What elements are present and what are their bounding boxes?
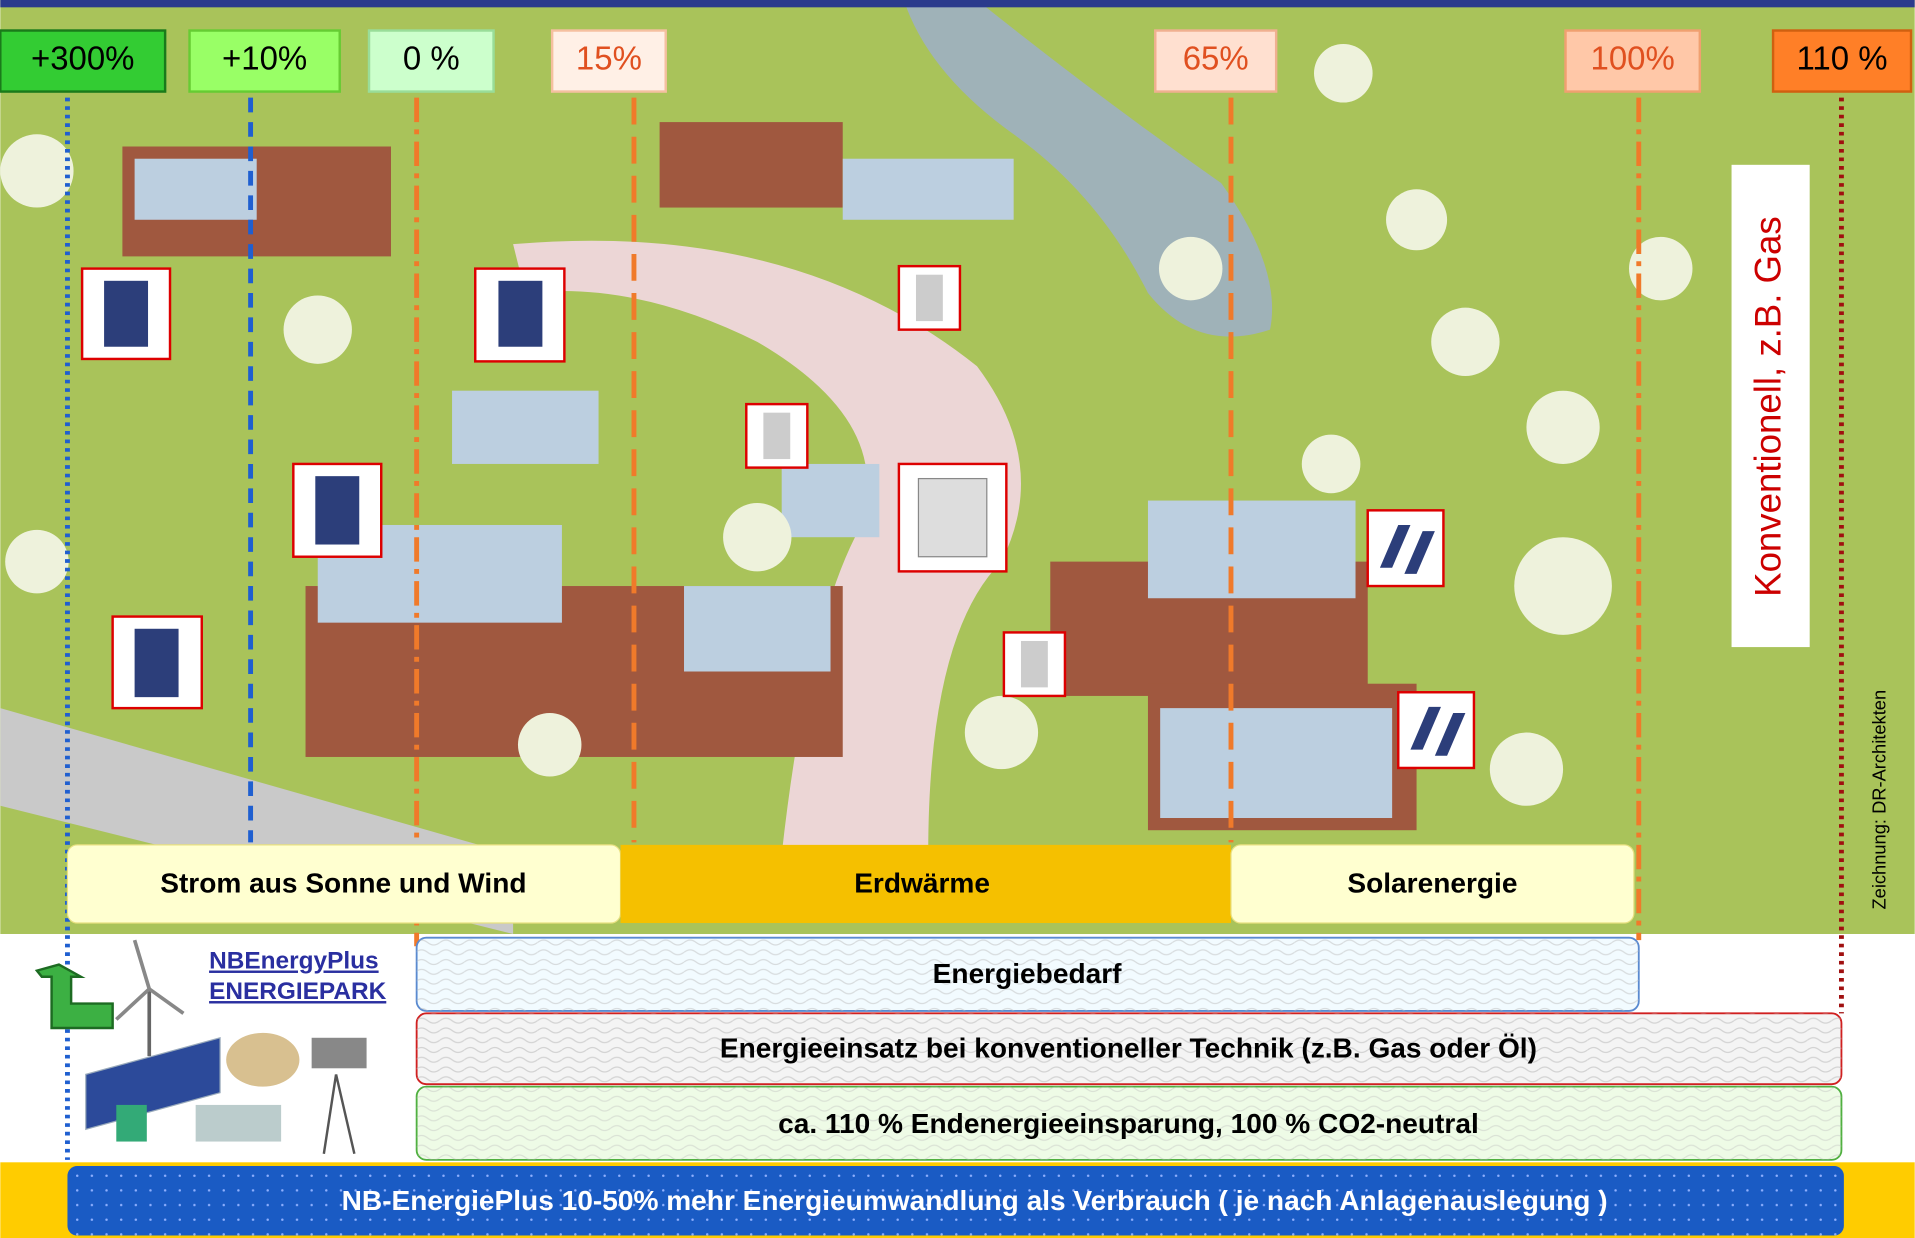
bar-label: Energieeinsatz bei konventioneller Techn… (720, 1032, 1537, 1063)
marker-label: 0 % (403, 40, 460, 77)
marker-label: 65% (1183, 40, 1249, 77)
marker-label: 15% (576, 40, 642, 77)
source-label: Solarenergie (1347, 868, 1517, 899)
icons (80, 264, 1476, 770)
marker-box (1154, 29, 1278, 93)
bar-label: ca. 110 % Endenergieeinsparung, 100 % CO… (778, 1108, 1479, 1139)
source-band (620, 844, 1231, 924)
guide-lines (65, 97, 1844, 1160)
source-label: Strom aus Sonne und Wind (160, 868, 526, 899)
marker-box (1564, 29, 1702, 93)
marker-box (367, 29, 495, 93)
markers: +300% +10% 0 % 15% 65% 100% 110 % (0, 29, 1913, 93)
marker-box (550, 29, 667, 93)
marker-label: 100% (1591, 40, 1675, 77)
park-link[interactable]: ENERGIEPARK (209, 978, 387, 1005)
path (513, 240, 1021, 855)
source-band (1230, 844, 1635, 924)
top-border (0, 0, 1915, 8)
bottom-bar-label: NB-EnergiePlus 10-50% mehr Energieumwand… (342, 1185, 1608, 1216)
vertical-label-box (1731, 164, 1810, 648)
energy-park-illustration (34, 939, 367, 1155)
vertical-label: Konventionell, z.B. Gas (1747, 216, 1788, 597)
park-link[interactable]: NBEnergyPlus (209, 948, 379, 975)
bar-texture (416, 937, 1639, 1011)
marker-box (1771, 29, 1913, 93)
marker-label: +10% (222, 40, 307, 77)
bar-texture (416, 1086, 1842, 1160)
marker-label: +300% (31, 40, 135, 77)
marker-label: 110 % (1797, 40, 1888, 77)
source-label: Erdwärme (854, 868, 990, 899)
roofs (134, 158, 1393, 819)
marker-box (188, 29, 341, 93)
bottom-bar-texture (67, 1165, 1844, 1236)
trees (0, 43, 1693, 806)
marker-box (0, 29, 167, 93)
bar-texture (416, 1013, 1842, 1085)
bar-label: Energiebedarf (933, 958, 1122, 989)
credit: Zeichnung: DR-Architekten (1868, 690, 1889, 910)
